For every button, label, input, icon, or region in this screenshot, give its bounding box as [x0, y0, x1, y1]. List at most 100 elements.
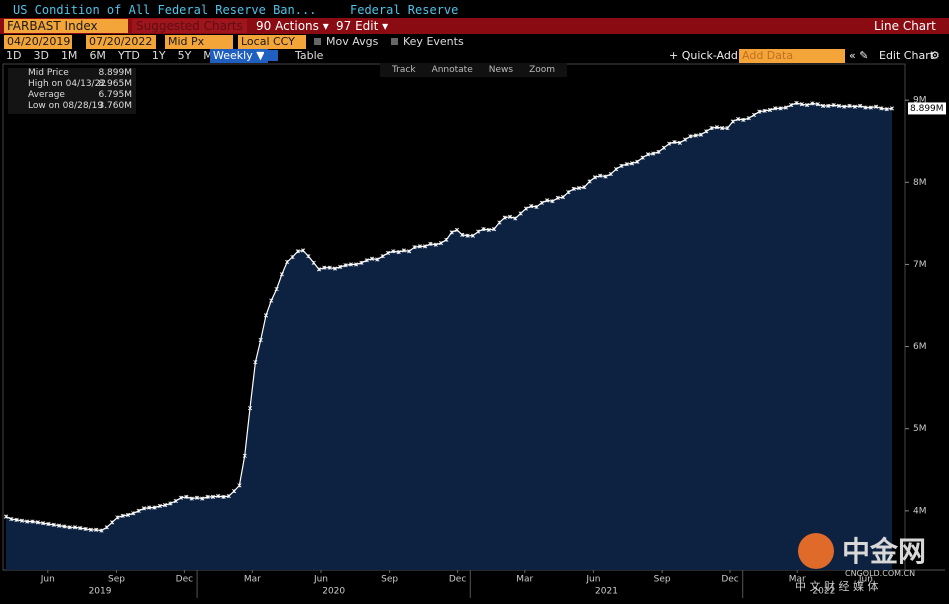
- watermark-logo: [798, 533, 834, 569]
- frequency[interactable]: Weekly ▼: [210, 49, 268, 63]
- point: [465, 233, 470, 238]
- chart-tool[interactable]: Track: [392, 65, 416, 75]
- point: [789, 102, 794, 108]
- add-data[interactable]: Add Data: [739, 49, 845, 63]
- x-tick-label: Mar: [516, 575, 533, 585]
- point: [88, 527, 93, 532]
- point: [25, 519, 30, 524]
- point: [9, 516, 14, 522]
- point: [3, 514, 9, 519]
- chart-tools: Track Annotate News Zoom: [380, 63, 568, 77]
- point: [651, 151, 656, 156]
- point: [836, 103, 842, 108]
- point: [502, 215, 507, 220]
- x-tick-label: Sep: [381, 575, 398, 585]
- chart-tool[interactable]: Annotate: [431, 65, 473, 75]
- settings[interactable]: ⚙: [930, 49, 940, 62]
- point: [507, 214, 513, 219]
- checkbox[interactable]: [391, 38, 398, 45]
- point: [534, 204, 539, 210]
- y-tick-label: 4M: [913, 506, 927, 516]
- legend-label: Low on 08/28/19: [28, 101, 104, 111]
- currency-field[interactable]: Local CCY: [238, 35, 306, 49]
- range-button[interactable]: 5Y: [177, 49, 192, 62]
- point: [306, 254, 311, 259]
- point: [41, 521, 46, 526]
- last-value-box: [908, 102, 946, 115]
- point: [72, 525, 78, 530]
- point: [258, 337, 263, 343]
- key-events[interactable]: Key Events: [403, 35, 464, 48]
- range-button[interactable]: 1Y: [151, 49, 166, 62]
- price-field[interactable]: Mid Px: [165, 35, 233, 49]
- legend-row: Mid Price 8.899M: [8, 68, 136, 79]
- point: [879, 106, 884, 111]
- chart-tool[interactable]: Zoom: [529, 65, 556, 75]
- end-date[interactable]: 07/20/2022: [86, 35, 156, 49]
- range-button[interactable]: YTD: [117, 49, 140, 62]
- start-date[interactable]: 04/20/2019: [4, 35, 72, 49]
- legend-value: 8.965M: [98, 79, 132, 89]
- point: [545, 198, 550, 203]
- point: [332, 266, 338, 271]
- range-button[interactable]: 1D: [6, 49, 22, 62]
- range-button[interactable]: 1M: [60, 49, 78, 62]
- range-button[interactable]: 3D: [33, 49, 49, 62]
- legend-label: High on 04/13/22: [28, 79, 107, 89]
- point: [725, 125, 730, 131]
- point: [677, 140, 682, 145]
- point: [110, 520, 115, 525]
- point: [30, 519, 35, 524]
- suggested-charts[interactable]: Suggested Charts: [132, 19, 247, 33]
- point: [714, 125, 720, 130]
- point: [582, 185, 587, 190]
- point: [629, 161, 635, 166]
- point: [338, 264, 343, 269]
- x-tick-label: Jun: [585, 575, 600, 585]
- mov-avgs[interactable]: Mov Avgs: [326, 35, 379, 48]
- point: [242, 453, 247, 458]
- point: [820, 103, 826, 108]
- point: [163, 503, 168, 508]
- point: [635, 159, 640, 164]
- point: [401, 248, 406, 253]
- point: [826, 103, 831, 108]
- actions-menu[interactable]: 90 Actions ▾: [256, 19, 329, 33]
- x-tick-label: Dec: [176, 575, 193, 585]
- point: [147, 505, 152, 510]
- point: [269, 298, 274, 303]
- point: [566, 190, 571, 195]
- range-button[interactable]: 6M: [89, 49, 106, 62]
- point: [539, 200, 544, 205]
- point: [470, 233, 475, 238]
- checkbox[interactable]: [314, 38, 321, 45]
- point: [656, 149, 661, 154]
- point: [698, 132, 704, 137]
- point: [523, 206, 529, 211]
- point: [35, 520, 40, 525]
- point: [417, 244, 422, 249]
- point: [301, 248, 306, 253]
- edit-chart[interactable]: Edit Chart: [879, 49, 935, 62]
- point: [852, 104, 857, 109]
- point: [247, 406, 253, 411]
- point: [104, 525, 109, 530]
- table-button[interactable]: Table: [295, 49, 324, 62]
- collapse[interactable]: « ✎: [849, 49, 869, 62]
- point: [783, 105, 788, 110]
- point: [263, 313, 269, 318]
- point: [481, 227, 486, 232]
- y-tick-label: 6M: [913, 342, 927, 352]
- quick-add[interactable]: + Quick-Add ▾: [669, 49, 747, 62]
- chart-tool[interactable]: News: [488, 65, 514, 75]
- point: [449, 230, 454, 235]
- point: [99, 528, 104, 533]
- x-tick-label: Sep: [108, 575, 125, 585]
- ticker[interactable]: FARBAST Index: [4, 19, 128, 33]
- point: [141, 506, 147, 511]
- point: [19, 518, 24, 523]
- chart-icon[interactable]: [264, 50, 278, 61]
- point: [433, 242, 438, 247]
- edit-menu[interactable]: 97 Edit ▾: [336, 19, 389, 33]
